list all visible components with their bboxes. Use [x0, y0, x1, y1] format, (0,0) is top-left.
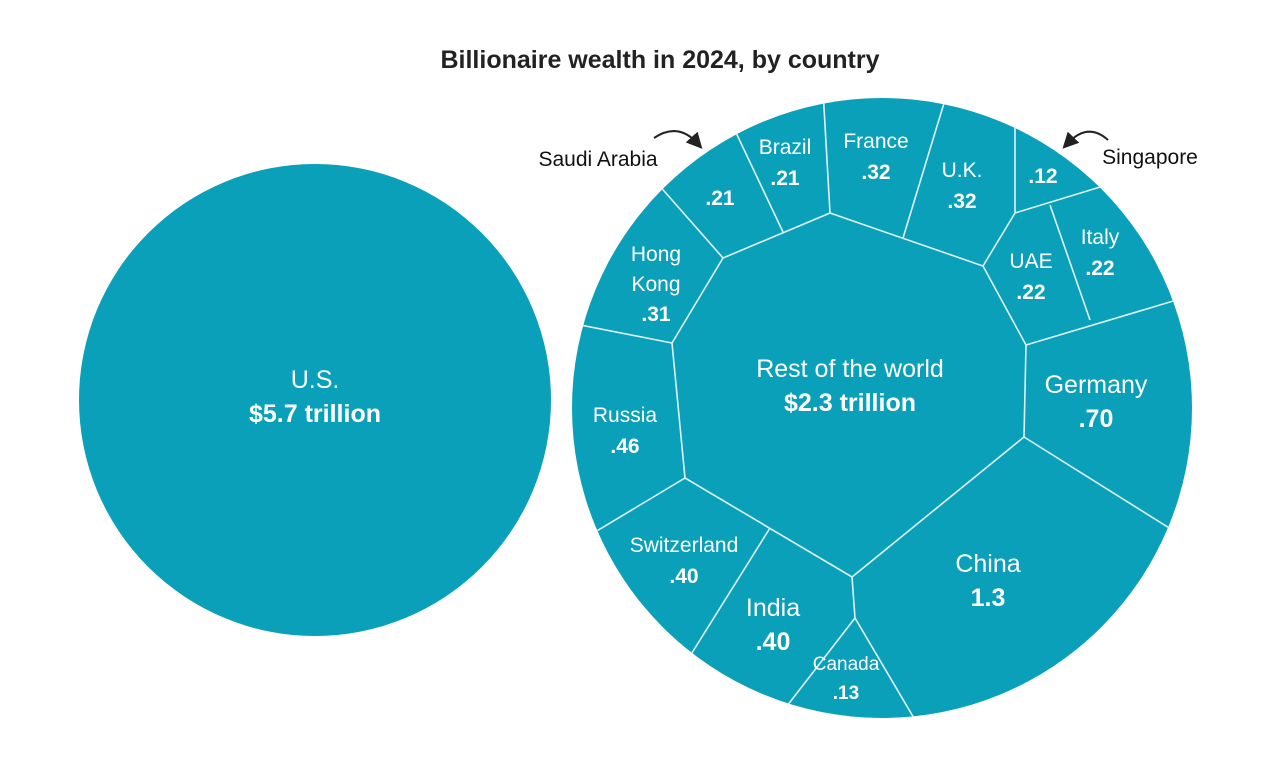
label-uae-value: .22 — [1016, 281, 1045, 304]
label-india-name: India — [746, 594, 800, 622]
label-india-value: .40 — [756, 628, 791, 656]
rest-of-world-value: $2.3 trillion — [784, 389, 916, 417]
label-uk-name: U.K. — [942, 159, 983, 182]
label-china-name: China — [955, 550, 1020, 578]
us-name: U.S. — [291, 366, 340, 394]
label-switzerland-value: .40 — [669, 565, 698, 588]
us-circle — [79, 164, 551, 636]
label-uk-value: .32 — [947, 190, 976, 213]
label-canada-value: .13 — [833, 683, 859, 704]
label-italy-name: Italy — [1081, 226, 1120, 249]
border-brazil-france — [822, 98, 831, 214]
label-uae-name: UAE — [1009, 250, 1052, 273]
label-switzerland-name: Switzerland — [630, 534, 739, 557]
label-france-name: France — [843, 130, 908, 153]
label-france-value: .32 — [861, 161, 890, 184]
label-germany-value: .70 — [1079, 405, 1114, 433]
label-singapore-value: .12 — [1028, 165, 1057, 188]
rest-of-world-circle — [572, 98, 1192, 718]
border-china-germany — [1023, 436, 1191, 542]
label-brazil-name: Brazil — [759, 136, 812, 159]
label-hongkong-name-line2: Kong — [631, 273, 680, 296]
border-france-uk — [902, 98, 949, 239]
label-russia-name: Russia — [593, 404, 658, 427]
label-canada-name: Canada — [813, 654, 880, 675]
label-brazil-value: .21 — [770, 167, 800, 190]
border-canada-china — [854, 617, 919, 718]
label-china-value: 1.3 — [971, 584, 1006, 612]
cell-borders — [572, 98, 1192, 718]
border-saudi-brazil — [729, 119, 784, 233]
border-india-china — [851, 576, 856, 619]
label-saudi-arabia-name: Saudi Arabia — [538, 148, 657, 171]
border-uae-italy — [1049, 204, 1091, 321]
chart-title: Billionaire wealth in 2024, by country — [440, 46, 879, 74]
border-uae-uk — [982, 212, 1016, 267]
border-russia-switzerland — [579, 477, 686, 542]
label-germany-name: Germany — [1045, 371, 1148, 399]
label-hongkong-name-line1: Hong — [631, 243, 681, 266]
us-value: $5.7 trillion — [249, 400, 381, 428]
border-singapore-bottom — [1014, 183, 1111, 214]
singapore-arrow-icon — [1062, 130, 1109, 149]
border-india-canada — [779, 617, 856, 716]
label-singapore-name: Singapore — [1102, 146, 1198, 169]
label-italy-value: .22 — [1085, 257, 1114, 280]
label-saudi-arabia-value: .21 — [705, 187, 735, 210]
label-hongkong-value: .31 — [641, 303, 671, 326]
border-switzerland-india — [679, 527, 771, 673]
saudi-arabia-arrow-icon — [653, 130, 703, 149]
label-russia-value: .46 — [610, 435, 639, 458]
rest-of-world-name: Rest of the world — [756, 355, 944, 383]
